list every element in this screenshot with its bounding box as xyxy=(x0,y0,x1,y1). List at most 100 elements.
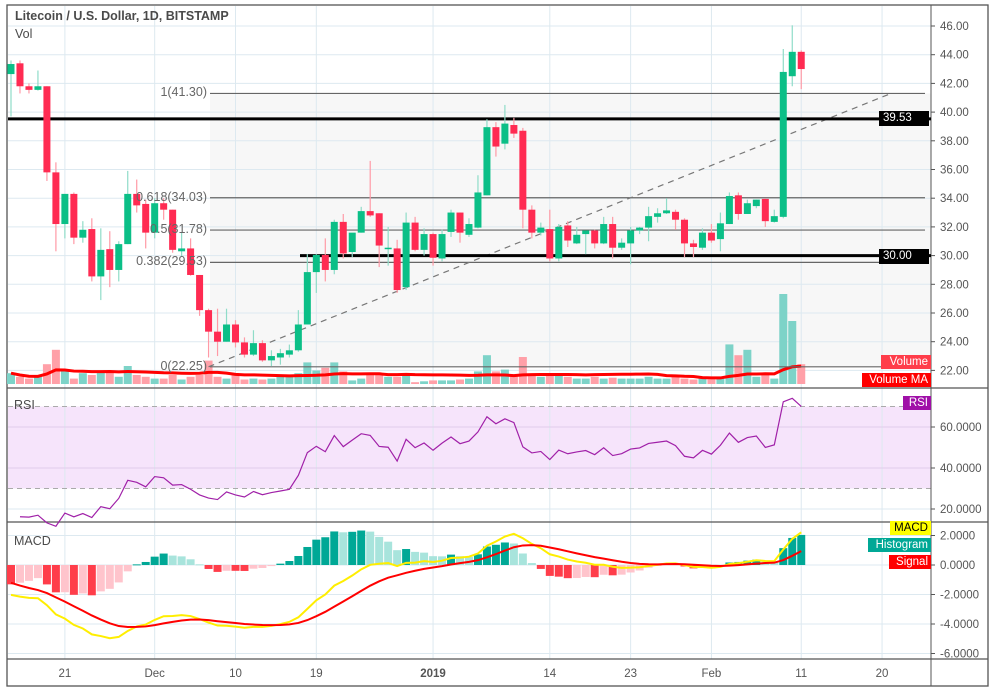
candle-up xyxy=(465,224,473,235)
volume-bar xyxy=(123,366,132,384)
volume-bar xyxy=(15,376,24,384)
volume-bar xyxy=(420,381,429,384)
time-tick-label: 19 xyxy=(310,668,323,680)
macd-histogram-bar xyxy=(186,559,195,565)
price-tick-label: 30.00 xyxy=(940,251,969,263)
chart-frame xyxy=(6,4,989,687)
volume-bar xyxy=(725,344,734,384)
candle-up xyxy=(716,223,724,240)
volume-bar xyxy=(303,362,312,384)
macd-histogram-bar xyxy=(797,534,806,565)
volume-bar xyxy=(590,376,599,384)
volume-bar xyxy=(186,376,195,384)
candle-up xyxy=(627,230,635,244)
macd-histogram-bar xyxy=(554,565,563,577)
candle-down xyxy=(258,343,266,361)
rsi-tick-label: 20.0000 xyxy=(940,504,982,516)
candle-down xyxy=(232,324,239,343)
macd-histogram-bar xyxy=(105,565,114,589)
volume-bar xyxy=(653,378,662,384)
volume-bar xyxy=(105,370,114,384)
volume-bar xyxy=(429,380,438,384)
volume-bar xyxy=(572,378,581,384)
macd-histogram-bar xyxy=(114,565,123,583)
volume-bar xyxy=(375,375,384,384)
macd-histogram-bar xyxy=(240,565,249,571)
macd-histogram-bar xyxy=(78,565,87,594)
macd-histogram-bar xyxy=(132,564,141,566)
macd-histogram-bar xyxy=(527,563,536,565)
candle-up xyxy=(483,127,491,196)
candle-down xyxy=(106,249,114,270)
fib-level-label: 0(22.25) xyxy=(160,358,207,373)
macd-histogram-bar xyxy=(231,565,240,571)
candle-up xyxy=(330,221,338,270)
macd-histogram-bar xyxy=(563,565,572,579)
macd-histogram-bar xyxy=(518,553,527,565)
price-tick-label: 22.00 xyxy=(940,365,969,377)
rsi-tick-label: 60.0000 xyxy=(940,422,982,434)
macd-histogram-bar xyxy=(402,549,411,565)
volume-bar xyxy=(581,378,590,384)
volume-bar xyxy=(617,378,626,384)
candle-down xyxy=(429,234,437,258)
candle-down xyxy=(734,195,742,214)
macd-histogram-bar xyxy=(33,565,42,579)
volume-bar xyxy=(78,373,87,384)
macd-histogram-bar xyxy=(258,565,267,568)
candle-up xyxy=(645,216,653,228)
fib-level-label: 0.5(31.78) xyxy=(150,222,207,237)
time-tick-label: 14 xyxy=(543,668,556,680)
volume-bar xyxy=(384,376,393,384)
volume-bar xyxy=(240,379,249,384)
macd-tick-label: 0.0000 xyxy=(940,560,975,572)
volume-bar xyxy=(231,375,240,384)
candle-up xyxy=(779,71,787,217)
fib-level-label: 1(41.30) xyxy=(160,85,207,100)
candle-up xyxy=(402,222,410,288)
candle-up xyxy=(223,324,231,342)
candle-down xyxy=(52,172,60,225)
macd-histogram-bar xyxy=(590,565,599,578)
volume-ma-line xyxy=(10,364,802,380)
rsi-band xyxy=(8,406,931,489)
candle-up xyxy=(663,210,671,214)
macd-histogram-bar xyxy=(411,551,420,565)
volume-bar xyxy=(752,376,761,384)
candle-down xyxy=(681,219,688,244)
volume-bar xyxy=(599,378,608,384)
volume-bar xyxy=(213,376,222,384)
volume-bar xyxy=(671,376,680,384)
volume-ma-tag: Volume MA xyxy=(862,373,931,387)
volume-bar xyxy=(150,378,159,384)
macd-histogram-bar xyxy=(509,543,518,565)
volume-bar xyxy=(69,378,78,384)
rsi-line xyxy=(19,397,802,528)
macd-tag: MACD xyxy=(890,521,931,535)
volume-bar xyxy=(177,379,186,384)
candle-down xyxy=(456,212,464,233)
candle-up xyxy=(420,234,428,250)
macd-histogram-bar xyxy=(393,550,402,565)
candle-down xyxy=(519,130,527,210)
candle-up xyxy=(447,212,455,232)
price-tick-label: 34.00 xyxy=(940,193,969,205)
candle-up xyxy=(79,229,87,238)
macd-histogram-bar xyxy=(770,562,779,565)
level-30-00-tag: 30.00 xyxy=(879,249,929,264)
volume-tag: Volume xyxy=(881,355,931,369)
volume-bar xyxy=(87,375,96,384)
macd-line xyxy=(10,531,802,640)
volume-bar xyxy=(366,375,375,384)
macd-histogram-bar xyxy=(429,556,438,565)
rsi-tick-label: 40.0000 xyxy=(940,463,982,475)
macd-histogram-bar xyxy=(482,546,491,565)
volume-bar xyxy=(168,375,177,384)
time-tick-label: 2019 xyxy=(420,668,446,680)
macd-histogram-bar xyxy=(249,565,258,569)
candle-down xyxy=(169,209,177,250)
candle-down xyxy=(609,224,617,248)
candle-down xyxy=(546,229,554,259)
